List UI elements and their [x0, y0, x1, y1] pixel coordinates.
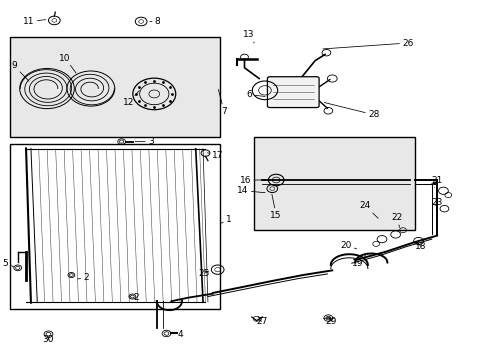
- Text: 2: 2: [78, 273, 89, 282]
- Text: 20: 20: [340, 241, 356, 250]
- Text: 2: 2: [130, 293, 139, 302]
- Text: 22: 22: [390, 213, 402, 228]
- Text: 19: 19: [351, 255, 365, 268]
- Text: 9: 9: [11, 62, 29, 81]
- Text: 5: 5: [3, 259, 14, 268]
- Text: 6: 6: [246, 90, 264, 99]
- Text: 13: 13: [242, 30, 254, 43]
- Text: 28: 28: [324, 103, 379, 119]
- Bar: [10, 37, 220, 137]
- Text: 29: 29: [325, 317, 336, 326]
- Bar: [254, 137, 414, 230]
- Text: 25: 25: [199, 269, 210, 278]
- Text: 12: 12: [122, 91, 139, 107]
- Text: 14: 14: [237, 186, 264, 195]
- FancyBboxPatch shape: [267, 77, 319, 108]
- Text: 23: 23: [430, 198, 442, 207]
- Text: 4: 4: [172, 330, 183, 339]
- Text: 7: 7: [218, 89, 226, 116]
- Text: 16: 16: [239, 176, 265, 185]
- Text: 8: 8: [149, 17, 160, 26]
- Bar: [10, 144, 220, 309]
- Text: 11: 11: [23, 17, 45, 26]
- Text: 26: 26: [322, 39, 413, 49]
- Text: 21: 21: [430, 176, 442, 188]
- Text: 27: 27: [255, 317, 267, 326]
- Text: 15: 15: [270, 194, 282, 220]
- Text: 30: 30: [42, 335, 54, 344]
- Text: 18: 18: [414, 242, 426, 251]
- Text: 24: 24: [359, 201, 377, 218]
- Text: 1: 1: [220, 215, 231, 224]
- Text: 10: 10: [59, 54, 76, 73]
- Text: 17: 17: [207, 151, 223, 160]
- Text: 3: 3: [135, 137, 153, 146]
